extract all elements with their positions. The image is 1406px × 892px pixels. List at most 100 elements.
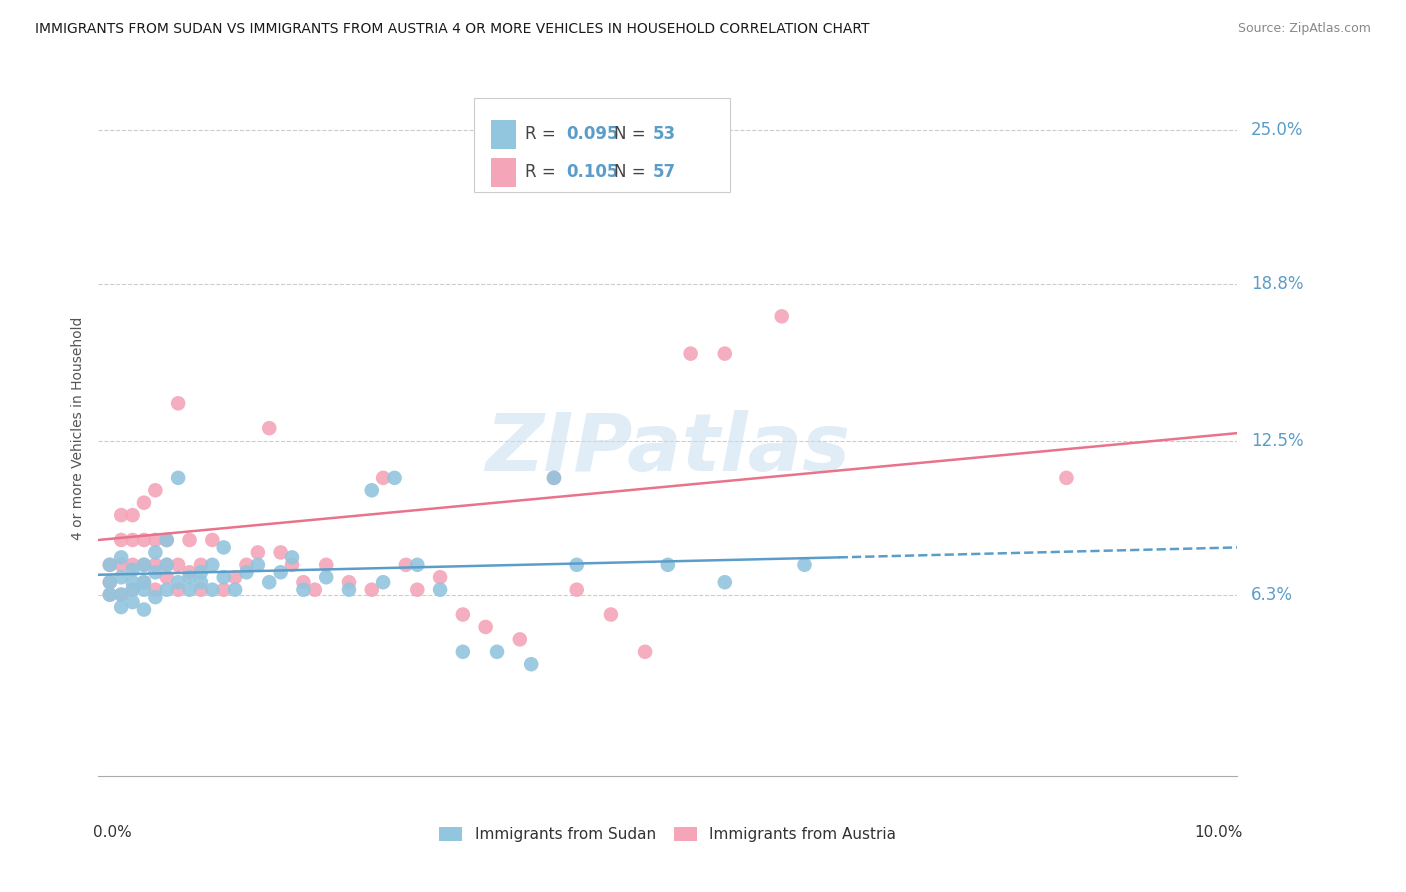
Point (179, 566, 201, 580)
Point (520, 657, 543, 672)
Point (395, 558, 418, 572)
Point (132, 558, 155, 572)
Point (121, 575, 143, 590)
Point (167, 471, 190, 485)
Point (212, 541, 235, 555)
Text: R =: R = (526, 163, 561, 181)
Point (281, 558, 304, 572)
Point (281, 550, 304, 565)
Point (156, 533, 179, 547)
Point (132, 602, 155, 616)
Point (292, 575, 315, 590)
Point (270, 566, 292, 580)
Text: 6.3%: 6.3% (1251, 586, 1294, 604)
Text: 25.0%: 25.0% (1251, 121, 1303, 139)
Point (132, 496, 155, 510)
Legend: Immigrants from Sudan, Immigrants from Austria: Immigrants from Sudan, Immigrants from A… (433, 822, 903, 848)
Point (156, 533, 179, 547)
Point (1056, 471, 1078, 485)
Point (110, 588, 132, 602)
Point (121, 582, 143, 597)
Point (373, 575, 395, 590)
Point (110, 600, 132, 615)
Point (384, 471, 406, 485)
Text: 53: 53 (652, 125, 676, 144)
Point (714, 575, 737, 590)
Point (156, 558, 179, 572)
Point (121, 558, 143, 572)
Point (235, 558, 257, 572)
Point (304, 582, 326, 597)
Point (315, 558, 337, 572)
Point (429, 570, 451, 584)
Point (167, 558, 190, 572)
Point (190, 566, 212, 580)
Text: 12.5%: 12.5% (1251, 432, 1303, 450)
Point (337, 582, 360, 597)
Point (110, 558, 132, 572)
Point (212, 570, 235, 584)
Point (167, 575, 190, 590)
Point (121, 563, 143, 577)
Point (451, 607, 474, 622)
Point (246, 545, 269, 559)
Point (98, 588, 121, 602)
Point (679, 346, 702, 360)
Point (201, 558, 224, 572)
Point (543, 471, 565, 485)
Point (201, 582, 224, 597)
Point (224, 570, 246, 584)
Point (337, 575, 360, 590)
Point (145, 558, 167, 572)
Text: 18.8%: 18.8% (1251, 275, 1303, 293)
Point (292, 582, 315, 597)
Y-axis label: 4 or more Vehicles in Household: 4 or more Vehicles in Household (70, 317, 84, 540)
Text: 10.0%: 10.0% (1195, 825, 1243, 839)
Point (132, 558, 155, 572)
Point (179, 570, 201, 584)
Point (190, 575, 212, 590)
Point (167, 396, 190, 410)
Text: IMMIGRANTS FROM SUDAN VS IMMIGRANTS FROM AUSTRIA 4 OR MORE VEHICLES IN HOUSEHOLD: IMMIGRANTS FROM SUDAN VS IMMIGRANTS FROM… (35, 22, 870, 37)
FancyBboxPatch shape (474, 98, 731, 192)
Point (224, 582, 246, 597)
Text: Source: ZipAtlas.com: Source: ZipAtlas.com (1237, 22, 1371, 36)
Text: R =: R = (526, 125, 561, 144)
Text: N =: N = (614, 163, 651, 181)
Point (145, 483, 167, 498)
Point (121, 533, 143, 547)
Point (145, 582, 167, 597)
Point (167, 582, 190, 597)
Point (145, 533, 167, 547)
Point (145, 545, 167, 559)
Point (474, 620, 496, 634)
Point (98, 575, 121, 590)
Text: 0.105: 0.105 (567, 163, 619, 181)
Point (190, 582, 212, 597)
Point (110, 588, 132, 602)
Point (98, 558, 121, 572)
Point (565, 558, 588, 572)
Point (212, 582, 235, 597)
Point (132, 575, 155, 590)
Point (156, 582, 179, 597)
Point (509, 632, 531, 647)
Point (201, 533, 224, 547)
Point (360, 582, 382, 597)
Point (121, 582, 143, 597)
Text: 0.095: 0.095 (567, 125, 619, 144)
FancyBboxPatch shape (491, 158, 516, 187)
Point (246, 558, 269, 572)
Point (406, 558, 429, 572)
Point (179, 582, 201, 597)
Text: ZIPatlas: ZIPatlas (485, 410, 851, 488)
Point (600, 607, 623, 622)
Point (179, 533, 201, 547)
Point (145, 566, 167, 580)
Point (373, 471, 395, 485)
Point (121, 508, 143, 523)
Point (98, 558, 121, 572)
Point (132, 582, 155, 597)
Point (770, 310, 793, 324)
Point (110, 508, 132, 523)
